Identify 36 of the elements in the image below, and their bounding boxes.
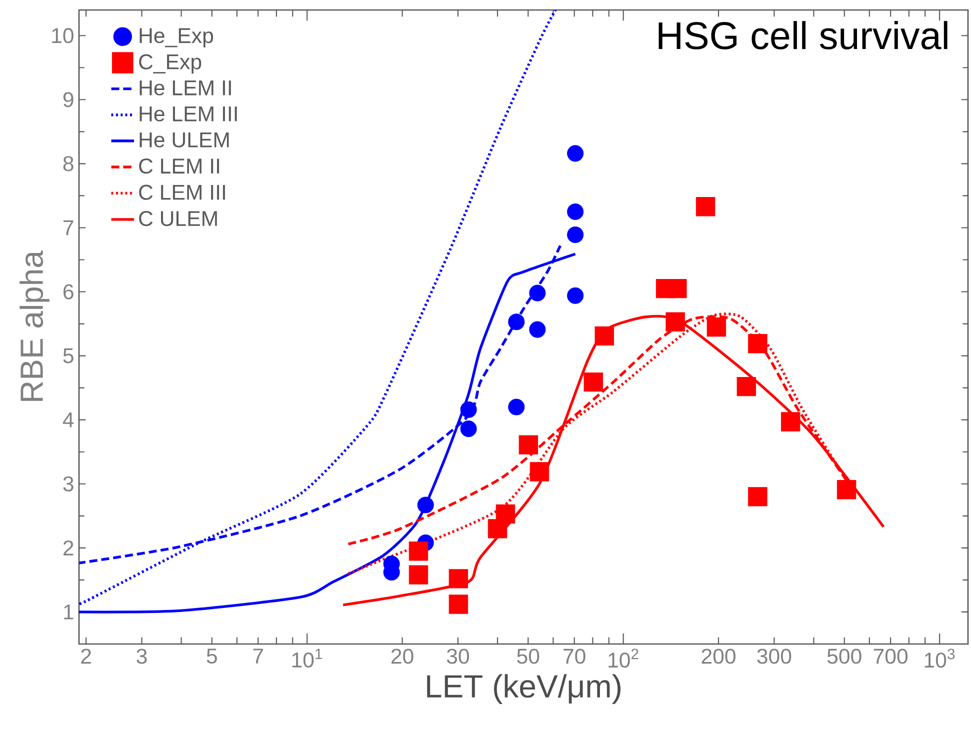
x-tick-label: 300 (757, 648, 792, 664)
legend-label: He LEM III (140, 106, 237, 122)
legend-label: C_Exp (139, 54, 202, 74)
x-tick-label: 10$^{3}$ (924, 648, 955, 668)
legend-label: C ULEM (139, 211, 217, 226)
x-tick-label: 5 (206, 648, 217, 664)
y-tick-label: 4 (62, 412, 74, 428)
x-tick-label: 20 (391, 648, 414, 664)
x-tick-label: 500 (827, 648, 862, 664)
x-tick-label: 3 (136, 648, 147, 664)
x-tick-label: 700 (874, 648, 908, 664)
legend-label: C LEM II (139, 158, 220, 174)
x-axis-title: LET (keV/μm) (427, 674, 620, 704)
x-tick-label: 7 (253, 648, 263, 664)
x-tick-label: 50 (517, 648, 540, 664)
y-tick-label: 1 (64, 604, 74, 620)
y-tick-label: 6 (64, 284, 74, 300)
x-tick-label: 200 (702, 648, 736, 664)
y-tick-label: 3 (63, 476, 74, 492)
legend-label: He_Exp (140, 28, 214, 48)
x-tick-label: 70 (564, 648, 586, 664)
legend-label: He ULEM (140, 132, 229, 148)
legend-label: He LEM II (140, 80, 231, 96)
x-tick-label: 10$^{2}$ (608, 648, 638, 668)
chart-title: HSG cell survival (658, 21, 948, 50)
y-tick-label: 2 (64, 540, 74, 556)
legend-label: C LEM III (139, 184, 225, 200)
y-tick-label: 5 (63, 348, 74, 364)
y-axis-title: RBE alpha (20, 250, 50, 401)
x-tick-label: 30 (446, 648, 469, 664)
y-tick-label: 8 (63, 156, 74, 172)
y-tick-label: 7 (64, 220, 74, 236)
y-tick-label: 9 (63, 92, 74, 108)
y-tick-label: 10 (52, 28, 74, 44)
x-tick-label: 2 (81, 648, 91, 664)
x-tick-label: 10$^{1}$ (292, 648, 322, 668)
